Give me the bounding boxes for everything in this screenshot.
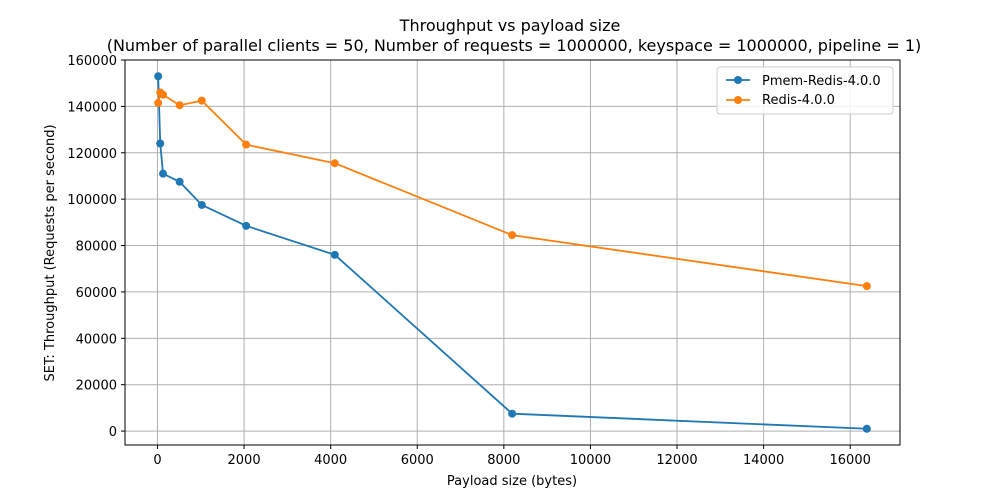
x-tick-label: 10000 xyxy=(570,453,611,468)
data-point xyxy=(154,72,163,81)
y-tick-label: 100000 xyxy=(67,193,117,208)
data-point xyxy=(197,96,206,105)
x-axis-label: Payload size (bytes) xyxy=(447,474,577,489)
data-point xyxy=(242,221,251,230)
x-tick-label: 6000 xyxy=(401,453,434,468)
y-axis-label: SET: Throughput (Requests per second) xyxy=(43,124,58,381)
tick-layer: 0 2000 4000 6000 8000 10000 12000 14000 16000020… xyxy=(67,54,871,468)
data-point xyxy=(330,159,339,168)
series-0 xyxy=(154,72,871,433)
data-point xyxy=(159,169,168,178)
legend-marker-redis xyxy=(734,96,742,104)
series-layer xyxy=(154,72,871,433)
series-1 xyxy=(154,88,871,291)
data-point xyxy=(156,139,165,148)
plot-frame xyxy=(124,59,901,446)
x-tick-label: 12000 xyxy=(656,453,697,468)
legend-label-redis: Redis-4.0.0 xyxy=(762,93,835,108)
legend-label-pmem: Pmem-Redis-4.0.0 xyxy=(762,74,881,89)
data-point xyxy=(330,250,339,259)
x-tick-label: 0 xyxy=(153,453,161,468)
x-tick-label: 4000 xyxy=(314,453,347,468)
legend-box xyxy=(716,66,894,115)
y-tick-label: 120000 xyxy=(67,147,117,162)
x-tick-label: 16000 xyxy=(830,453,871,468)
y-tick-label: 20000 xyxy=(76,379,117,394)
plot-area xyxy=(125,60,900,445)
x-tick-label: 2000 xyxy=(228,453,261,468)
data-point xyxy=(862,282,871,291)
legend: Pmem-Redis-4.0.0 Redis-4.0.0 xyxy=(716,66,894,115)
x-tick-label: 8000 xyxy=(487,453,520,468)
data-point xyxy=(197,200,206,209)
x-tick-label: 14000 xyxy=(743,453,784,468)
data-point xyxy=(862,424,871,433)
data-point xyxy=(159,90,168,99)
chart-subtitle: (Number of parallel clients = 50, Number… xyxy=(107,36,922,55)
grid-layer xyxy=(125,59,900,445)
y-tick-label: 140000 xyxy=(67,100,117,115)
data-point xyxy=(154,98,163,107)
y-tick-label: 40000 xyxy=(76,332,117,347)
data-point xyxy=(242,140,251,149)
y-tick-label: 0 xyxy=(109,425,117,440)
data-point xyxy=(175,177,184,186)
chart-title: Throughput vs payload size xyxy=(399,16,621,35)
legend-marker-pmem xyxy=(734,76,742,84)
y-tick-label: 60000 xyxy=(76,286,117,301)
y-tick-label: 80000 xyxy=(76,240,117,255)
y-tick-label: 160000 xyxy=(67,54,117,69)
data-point xyxy=(508,409,517,418)
data-point xyxy=(508,231,517,240)
data-point xyxy=(175,101,184,110)
